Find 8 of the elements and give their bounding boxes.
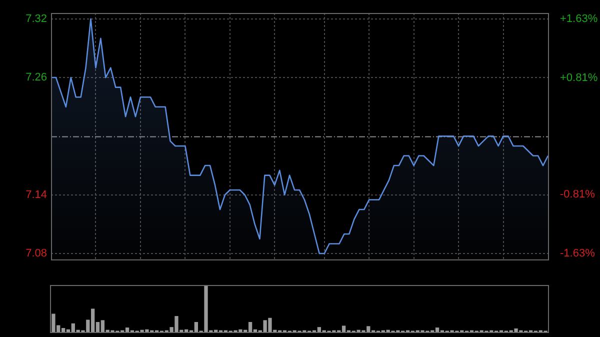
- y2-tick-label: +0.81%: [560, 72, 598, 84]
- y2-tick-label: -1.63%: [560, 248, 596, 260]
- y-tick-label: 7.26: [26, 72, 47, 84]
- y2-tick-label: -0.81%: [560, 188, 596, 201]
- y-tick-label: 7.08: [26, 248, 47, 260]
- y-tick-label: 7.14: [26, 188, 47, 201]
- y2-tick-label: +1.63%: [560, 12, 598, 25]
- y-tick-label: 7.32: [26, 12, 47, 25]
